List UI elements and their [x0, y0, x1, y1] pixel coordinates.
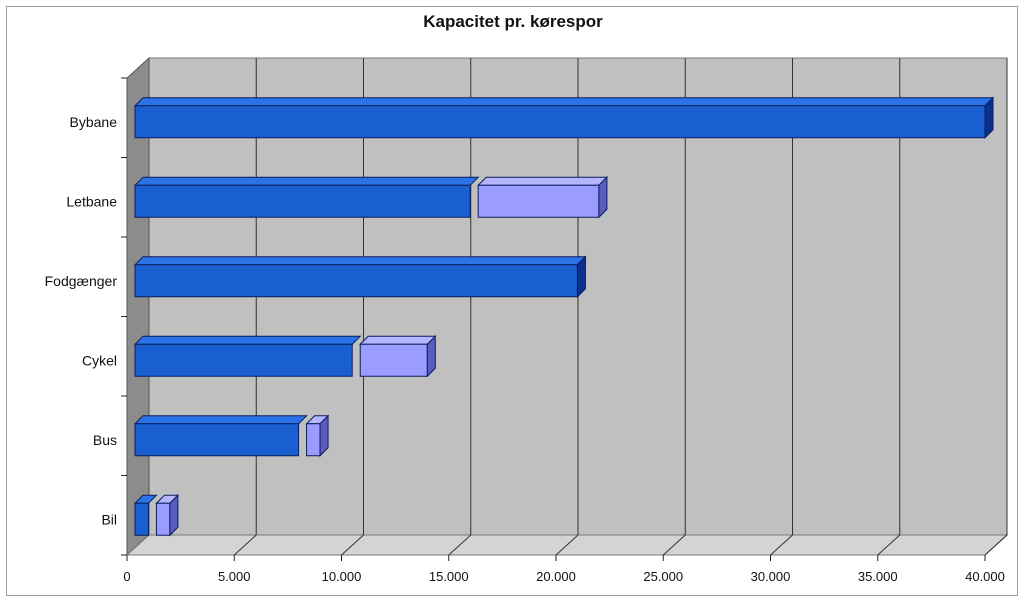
x-tick-label: 30.000: [751, 569, 791, 584]
bar-top: [133, 97, 995, 107]
bar-top: [133, 415, 308, 425]
bar: [134, 502, 149, 536]
category-label: Bus: [93, 432, 117, 448]
gridline-floor: [233, 534, 257, 556]
chart-title: Kapacitet pr. kørespor: [423, 12, 603, 31]
bar: [134, 105, 986, 139]
bar-end: [319, 414, 329, 457]
gridline-floor: [877, 534, 901, 556]
bar-end: [984, 96, 994, 139]
bar-top: [359, 335, 437, 345]
category-label: Bil: [101, 511, 117, 527]
gridline-floor: [555, 534, 579, 556]
x-tick-label: 10.000: [322, 569, 362, 584]
bar-top: [133, 335, 362, 345]
bar: [359, 343, 428, 377]
bar: [306, 423, 321, 457]
category-label: Letbane: [66, 193, 117, 209]
gridline-floor: [770, 534, 793, 556]
x-tick-label: 25.000: [643, 569, 683, 584]
bar-top: [476, 176, 609, 186]
gridline-floor: [448, 534, 472, 556]
bar: [477, 184, 600, 218]
x-tick-label: 35.000: [858, 569, 898, 584]
bar: [134, 184, 471, 218]
bar: [134, 264, 578, 298]
bar: [134, 423, 300, 457]
category-label: Bybane: [70, 114, 118, 130]
gridline-floor: [662, 534, 686, 556]
gridline-floor: [984, 534, 1008, 556]
x-tick-label: 15.000: [429, 569, 469, 584]
x-tick-label: 5.000: [218, 569, 251, 584]
bar-end: [426, 335, 436, 378]
x-tick-label: 40.000: [965, 569, 1005, 584]
category-label: Cykel: [82, 352, 117, 368]
gridline-floor: [341, 534, 364, 556]
category-label: Fodgænger: [45, 273, 118, 289]
bar-top: [133, 256, 587, 266]
x-tick-label: 20.000: [536, 569, 576, 584]
bar: [134, 343, 353, 377]
bar-end: [598, 176, 608, 219]
bar-top: [133, 176, 480, 186]
x-tick-label: 0: [123, 569, 130, 584]
bar-end: [169, 494, 179, 537]
bar-end: [576, 255, 586, 298]
bar: [155, 502, 171, 536]
